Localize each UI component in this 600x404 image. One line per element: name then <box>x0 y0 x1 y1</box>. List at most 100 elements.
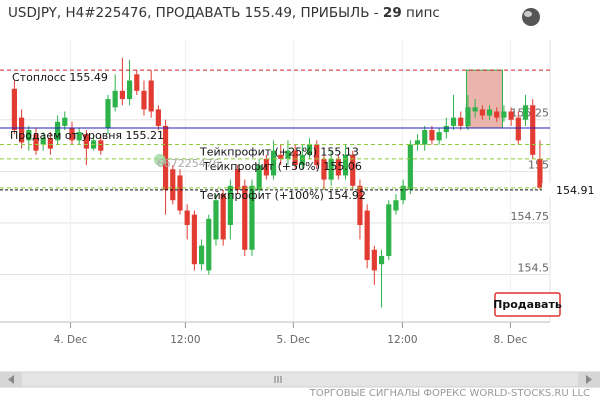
candle-body <box>184 210 190 225</box>
candle-body <box>19 117 25 143</box>
candle-body <box>141 90 147 110</box>
candle-body <box>249 185 255 250</box>
candle-body <box>98 140 104 151</box>
candle-body <box>62 117 68 126</box>
title-part: пипс <box>402 5 440 21</box>
title-part: USDJPY, H4#225476, ПРОДАВАТЬ 155.49, ПРИ… <box>8 5 383 21</box>
price-label: 154.91 <box>556 184 595 197</box>
candle-body <box>242 185 248 250</box>
candle-body <box>458 117 464 126</box>
scrollbar[interactable] <box>0 371 600 388</box>
candle-body <box>436 132 442 141</box>
sell-button-label[interactable]: Продавать <box>493 298 562 311</box>
candle-body <box>386 204 392 256</box>
candle-body <box>256 165 262 190</box>
order-marker <box>153 153 166 166</box>
candle-body <box>83 134 89 149</box>
arrow-left <box>8 375 14 384</box>
candle-body <box>263 158 269 176</box>
x-tick-label: 12:00 <box>170 334 200 346</box>
candle-body <box>112 90 118 108</box>
candle-body <box>378 255 385 265</box>
candle-body <box>357 185 363 225</box>
candle-body <box>522 105 529 120</box>
candle-body <box>515 117 521 141</box>
candle-body <box>508 111 514 120</box>
candle-body <box>400 185 406 201</box>
candle-body <box>299 154 305 166</box>
candle-body <box>422 130 428 145</box>
level-label: Тейкпрофит (+100%) 154.92 <box>199 189 366 202</box>
candle-body <box>26 130 32 141</box>
order-label: 667225476 <box>157 157 220 170</box>
candle-body <box>306 144 313 155</box>
candle-body <box>321 158 327 180</box>
candle-body <box>177 175 183 211</box>
level-label: Стоплосс 155.49 <box>12 71 108 84</box>
candle-body <box>364 210 370 261</box>
candle-body <box>414 140 421 145</box>
candle-body <box>134 74 140 91</box>
globe-highlight <box>524 11 532 17</box>
candle-body <box>407 144 413 190</box>
chart-title: USDJPY, H4#225476, ПРОДАВАТЬ 155.49, ПРИ… <box>8 5 440 21</box>
candle-body <box>76 132 82 141</box>
candle-body <box>55 121 61 141</box>
globe[interactable] <box>522 8 540 26</box>
candle-body <box>530 105 536 155</box>
candle-body <box>234 169 241 190</box>
candle-body <box>69 127 75 141</box>
candle-body <box>443 125 449 133</box>
candle-body <box>292 150 298 166</box>
candle-body <box>11 88 17 131</box>
y-tick-label: 154.5 <box>518 262 550 275</box>
candle-body <box>191 214 197 265</box>
x-tick-label: 8. Dec <box>494 334 528 346</box>
candle-body <box>371 249 377 271</box>
candle-body <box>494 111 500 118</box>
candle-body <box>40 138 46 145</box>
x-tick-label: 5. Dec <box>277 334 311 346</box>
y-tick-label: 154.75 <box>511 210 550 223</box>
candle-body <box>162 125 169 190</box>
candle-body <box>47 138 53 149</box>
candle-body <box>278 154 284 159</box>
candle-body <box>479 109 485 116</box>
title-profit: 29 <box>383 5 402 21</box>
y-tick-label: 155.25 <box>511 107 550 120</box>
scroll-grip[interactable] <box>274 376 282 383</box>
candle-body <box>170 169 176 201</box>
candle-body <box>213 200 219 240</box>
candle-body <box>105 99 111 128</box>
candle-body <box>465 107 471 126</box>
candle-body <box>350 154 356 186</box>
candle-body <box>270 150 277 176</box>
candle-body <box>155 109 161 126</box>
candle-body <box>335 158 341 176</box>
candle-body <box>486 109 493 116</box>
candle-body <box>119 90 125 100</box>
candle-body <box>342 154 349 176</box>
candle-body <box>198 245 205 265</box>
x-tick-label: 12:00 <box>387 334 417 346</box>
candle-body <box>429 130 435 141</box>
price-box <box>542 182 592 197</box>
candle-body <box>393 200 399 211</box>
candle-body <box>472 107 478 112</box>
level-label: Продаем от уровня 155.21 <box>10 129 164 142</box>
globe-icon[interactable] <box>522 8 540 26</box>
sell-button[interactable] <box>494 292 561 317</box>
scroll-track <box>0 371 600 388</box>
candle-body <box>206 218 212 271</box>
arrow-right <box>586 375 592 384</box>
candle-body <box>227 185 233 225</box>
candle-body <box>285 150 291 159</box>
candle-body <box>501 111 507 118</box>
candle-body <box>537 158 543 188</box>
x-tick-label: 4. Dec <box>54 334 88 346</box>
candle-body <box>314 144 320 166</box>
candle-body <box>450 117 457 126</box>
